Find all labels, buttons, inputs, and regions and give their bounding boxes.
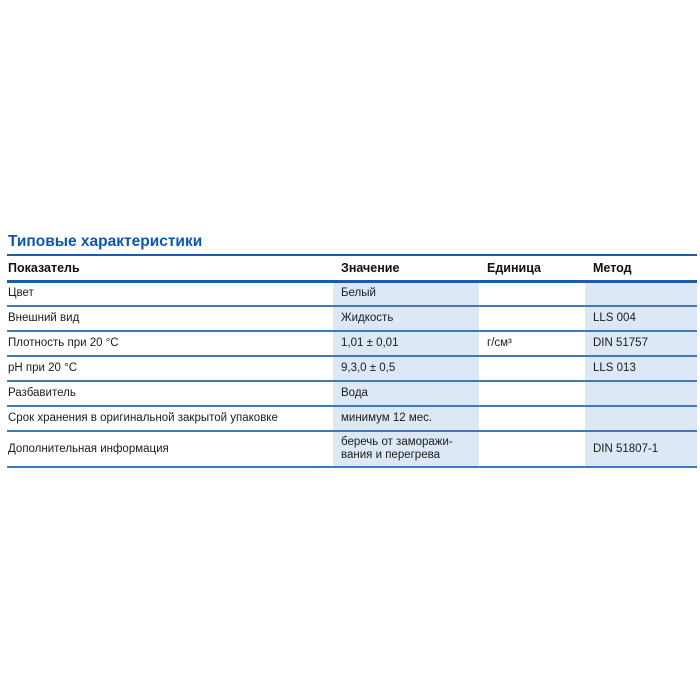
value-cell: 9,3,0 ± 0,5 bbox=[333, 356, 479, 382]
indicator-cell: pH при 20 °C bbox=[7, 356, 333, 382]
column-header-indicator: Показатель bbox=[7, 254, 333, 283]
unit-cell bbox=[479, 431, 585, 468]
method-cell bbox=[585, 281, 697, 307]
table-row: Плотность при 20 °C 1,01 ± 0,01 г/см³ DI… bbox=[7, 331, 697, 357]
table-row: Разбавитель Вода bbox=[7, 381, 697, 407]
unit-cell bbox=[479, 356, 585, 382]
table-row: pH при 20 °C 9,3,0 ± 0,5 LLS 013 bbox=[7, 356, 697, 382]
indicator-cell: Дополнительная информация bbox=[7, 431, 333, 468]
indicator-cell: Срок хранения в оригинальной закрытой уп… bbox=[7, 406, 333, 432]
method-cell: DIN 51807-1 bbox=[585, 431, 697, 468]
characteristics-section: Типовые характеристики Показатель Значен… bbox=[7, 234, 697, 468]
value-cell: Вода bbox=[333, 381, 479, 407]
table-row: Цвет Белый bbox=[7, 281, 697, 307]
value-cell: минимум 12 мес. bbox=[333, 406, 479, 432]
unit-cell: г/см³ bbox=[479, 331, 585, 357]
table-header-row: Показатель Значение Единица Метод bbox=[7, 254, 697, 283]
unit-cell bbox=[479, 306, 585, 332]
value-cell: Жидкость bbox=[333, 306, 479, 332]
method-cell: DIN 51757 bbox=[585, 331, 697, 357]
indicator-cell: Цвет bbox=[7, 281, 333, 307]
method-cell: LLS 004 bbox=[585, 306, 697, 332]
column-header-unit: Единица bbox=[479, 254, 585, 283]
method-cell bbox=[585, 381, 697, 407]
indicator-cell: Плотность при 20 °C bbox=[7, 331, 333, 357]
unit-cell bbox=[479, 281, 585, 307]
table-row: Внешний вид Жидкость LLS 004 bbox=[7, 306, 697, 332]
table-row: Срок хранения в оригинальной закрытой уп… bbox=[7, 406, 697, 432]
column-header-method: Метод bbox=[585, 254, 697, 283]
method-cell: LLS 013 bbox=[585, 356, 697, 382]
value-cell: 1,01 ± 0,01 bbox=[333, 331, 479, 357]
indicator-cell: Внешний вид bbox=[7, 306, 333, 332]
unit-cell bbox=[479, 381, 585, 407]
characteristics-table: Показатель Значение Единица Метод Цвет Б… bbox=[7, 254, 697, 468]
value-cell: Белый bbox=[333, 281, 479, 307]
value-cell: беречь от заморажи- вания и перегрева bbox=[333, 431, 479, 468]
section-title: Типовые характеристики bbox=[8, 233, 203, 250]
table-row: Дополнительная информация беречь от замо… bbox=[7, 431, 697, 468]
method-cell bbox=[585, 406, 697, 432]
unit-cell bbox=[479, 406, 585, 432]
indicator-cell: Разбавитель bbox=[7, 381, 333, 407]
column-header-value: Значение bbox=[333, 254, 479, 283]
